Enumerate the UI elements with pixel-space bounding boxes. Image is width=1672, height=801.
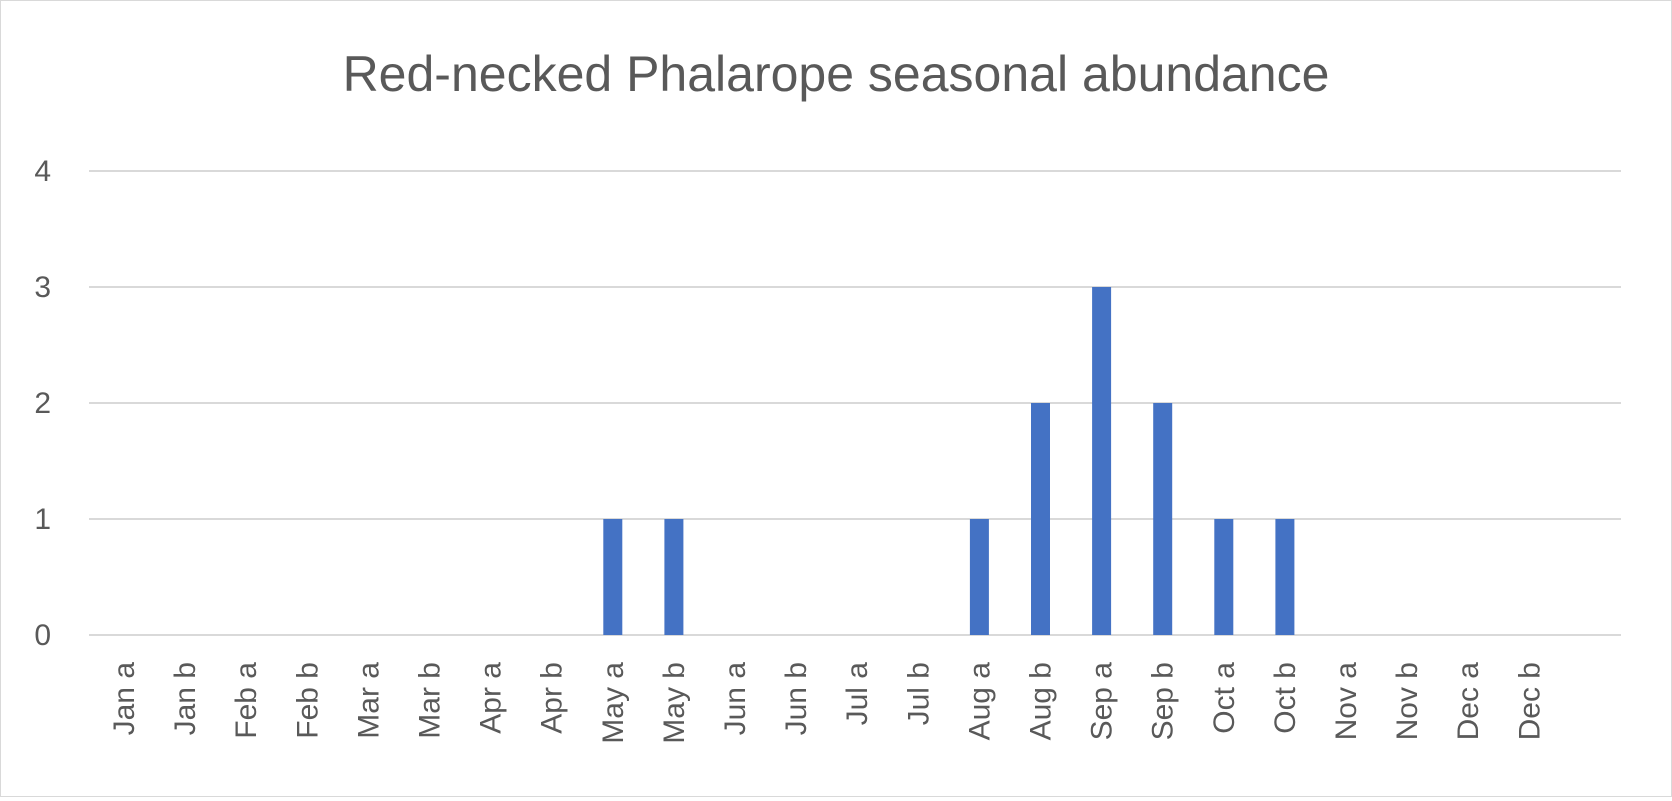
bars <box>603 287 1295 635</box>
x-tick-label: Jan a <box>108 662 141 736</box>
x-tick-label: Dec b <box>1513 662 1546 740</box>
x-tick-label: Jul a <box>841 662 874 726</box>
bar-aug-a <box>969 519 989 635</box>
x-tick-label: Jan b <box>169 662 202 735</box>
x-tick-label: May b <box>658 662 691 744</box>
chart-title: Red-necked Phalarope seasonal abundance <box>343 46 1330 102</box>
bar-oct-b <box>1275 519 1295 635</box>
bar-may-b <box>664 519 684 635</box>
x-tick-label: Aug a <box>963 662 996 741</box>
x-tick-label: Feb a <box>230 662 263 739</box>
y-tick-label: 0 <box>34 619 51 652</box>
gridlines <box>89 170 1621 636</box>
x-tick-label: Dec a <box>1452 662 1485 741</box>
x-tick-label: Oct b <box>1269 662 1302 734</box>
x-tick-label: Nov b <box>1391 662 1424 740</box>
x-tick-label: Jun a <box>719 662 752 736</box>
y-tick-labels: 0 1 2 3 4 <box>34 155 51 652</box>
y-tick-label: 4 <box>34 155 51 188</box>
x-tick-label: May a <box>597 662 630 744</box>
x-tick-labels: Jan a Jan b Feb a Feb b Mar a Mar b Apr a Apr b… <box>108 662 1546 744</box>
x-tick-label: Oct a <box>1208 662 1241 734</box>
y-tick-label: 1 <box>34 503 51 536</box>
y-tick-label: 2 <box>34 387 51 420</box>
x-tick-label: Apr b <box>536 662 569 734</box>
bar-may-a <box>603 519 623 635</box>
bar-sep-a <box>1092 287 1112 635</box>
x-tick-label: Jul b <box>902 662 935 725</box>
x-tick-label: Sep a <box>1086 662 1119 741</box>
x-tick-label: Mar b <box>414 662 447 739</box>
x-tick-label: Aug b <box>1025 662 1058 740</box>
x-tick-label: Mar a <box>352 662 385 739</box>
y-tick-label: 3 <box>34 271 51 304</box>
x-tick-label: Feb b <box>291 662 324 739</box>
bar-aug-b <box>1031 403 1050 635</box>
x-tick-label: Sep b <box>1147 662 1180 740</box>
bar-oct-a <box>1214 519 1234 635</box>
bar-sep-b <box>1153 403 1173 635</box>
x-tick-label: Apr a <box>475 662 508 734</box>
x-tick-label: Jun b <box>780 662 813 735</box>
x-tick-label: Nov a <box>1330 662 1363 741</box>
